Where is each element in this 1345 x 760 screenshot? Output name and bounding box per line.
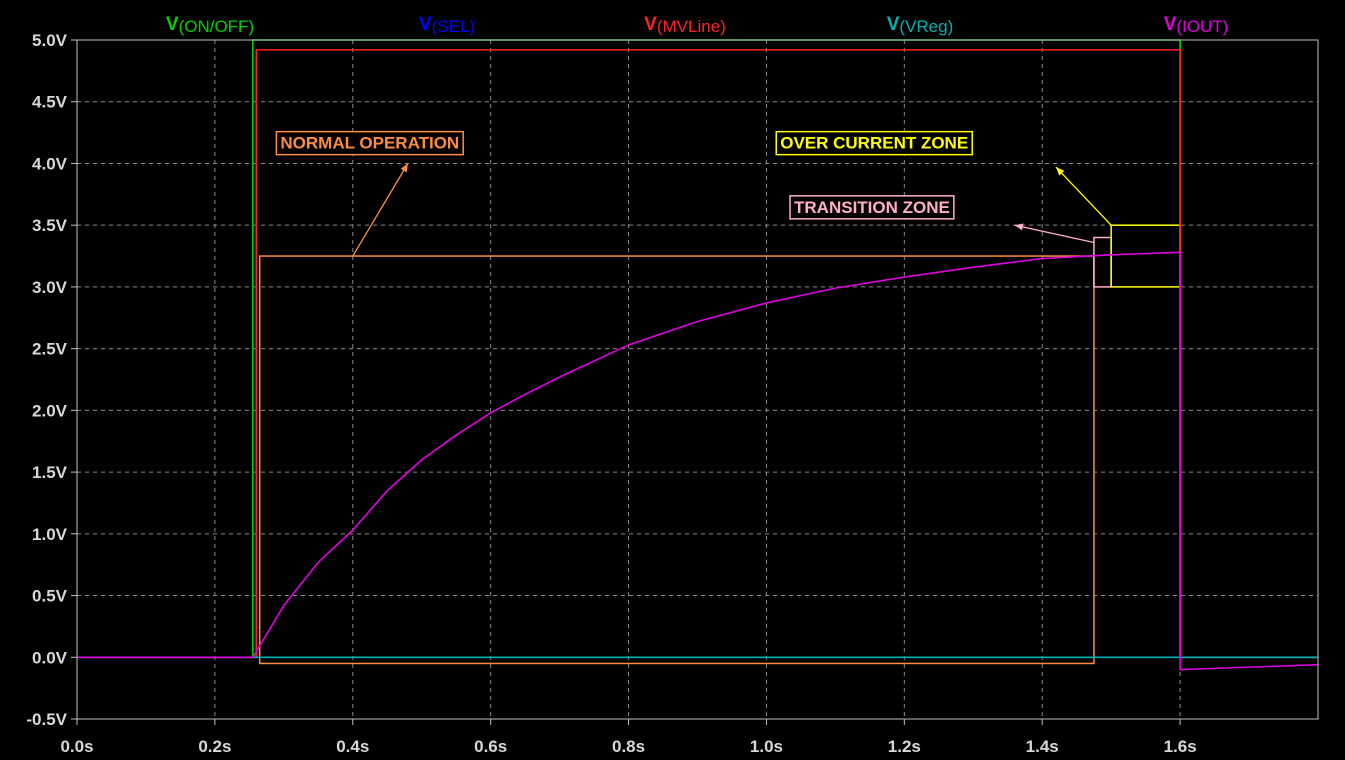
y-tick-label: 0.5V [32, 587, 68, 606]
trace-label-name: (VReg) [899, 17, 953, 36]
trace-label-sel[interactable]: V(SEL) [419, 14, 475, 36]
tick-labels: 0.0s 0.2s 0.4s 0.6s 0.8s 1.0s 1.2s 1.4s 1.6s 5.0V… [26, 31, 1196, 756]
x-tick-label: 1.2s [888, 737, 921, 756]
normal-operation-box [258, 255, 1095, 665]
trace-label-name: (ON/OFF) [179, 17, 255, 36]
x-tick-label: 1.4s [1026, 737, 1059, 756]
normal-operation-label-box [275, 130, 464, 156]
y-tick-label: 0.0V [32, 648, 68, 667]
trace-label-prefix: V [644, 14, 657, 35]
over-current-zone-arrow-line [1055, 166, 1112, 226]
x-tick-label: 1.6s [1164, 737, 1197, 756]
y-tick-label: 5.0V [32, 31, 68, 50]
trace-labels[interactable]: V(ON/OFF) V(SEL) V(MVLine) V(VReg) V(IOUT) [166, 14, 1228, 36]
trace-label-name: (MVLine) [657, 17, 726, 36]
y-tick-label: -0.5V [26, 710, 67, 729]
trace-label-on-off[interactable]: V(ON/OFF) [166, 14, 254, 36]
x-tick-label: 1.0s [750, 737, 783, 756]
transition-zone-box [1093, 236, 1112, 288]
trace-label-prefix: V [166, 14, 179, 35]
x-tick-label: 0.2s [198, 737, 231, 756]
plot-frame [76, 39, 1319, 720]
trace-mvline [77, 49, 1318, 659]
over-current-zone-arrow-head [1056, 167, 1065, 176]
x-tick-label: 0.0s [60, 737, 93, 756]
trace-label-mvline[interactable]: V(MVLine) [644, 14, 726, 36]
trace-label-vreg[interactable]: V(VReg) [887, 14, 954, 36]
trace-label-prefix: V [1164, 14, 1177, 35]
y-tick-label: 1.0V [32, 525, 68, 544]
y-tick-label: 4.5V [32, 93, 68, 112]
annotation-labels: NORMAL OPERATION TRANSITION ZONE OVER CURR… [275, 130, 1112, 257]
grid [77, 40, 1318, 719]
normal-operation-arrow-head [400, 163, 408, 173]
over-current-zone-label: OVER CURRENT ZONE [775, 130, 973, 156]
normal-operation-label-text: NORMAL OPERATION [280, 134, 459, 153]
over-current-zone-box [1110, 224, 1181, 288]
y-tick-label: 4.0V [32, 154, 68, 173]
transition-zone-arrow-head [1014, 223, 1024, 231]
y-tick-label: 3.5V [32, 216, 68, 235]
transition-zone-arrow-line [1014, 224, 1095, 244]
y-tick-label: 3.0V [32, 278, 68, 297]
over-current-zone-label-text: OVER CURRENT ZONE [780, 134, 968, 153]
x-tick-label: 0.4s [336, 737, 369, 756]
y-tick-label: 1.5V [32, 463, 68, 482]
over-current-zone-label-box [775, 130, 973, 156]
x-tick-label: 0.8s [612, 737, 645, 756]
transition-zone-label-box [789, 195, 955, 220]
trace-iout [77, 251, 1319, 671]
trace-label-name: (SEL) [432, 17, 475, 36]
y-tick-label: 2.0V [32, 401, 68, 420]
y-tick-label: 2.5V [32, 340, 68, 359]
normal-operation-label: NORMAL OPERATION [275, 130, 464, 156]
trace-label-name: (IOUT) [1176, 17, 1228, 36]
x-tick-label: 0.6s [474, 737, 507, 756]
trace-label-prefix: V [419, 14, 432, 35]
transition-zone-label-text: TRANSITION ZONE [794, 198, 950, 217]
normal-operation-arrow-line [352, 163, 409, 257]
trace-label-iout[interactable]: V(IOUT) [1164, 14, 1229, 36]
trace-label-prefix: V [887, 14, 900, 35]
traces [77, 39, 1319, 671]
transition-zone-label: TRANSITION ZONE [789, 195, 955, 220]
